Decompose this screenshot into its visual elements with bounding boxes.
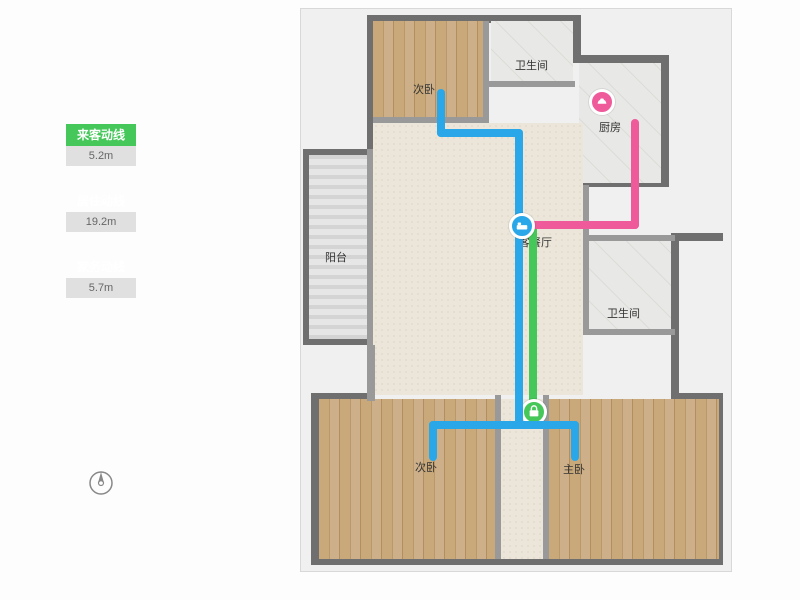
wall [671,233,679,401]
living-node-icon [509,213,535,239]
floor-plan: 次卧 卫生间 厨房 客餐厅 阳台 卫生间 次卧 主卧 [300,8,732,572]
wall [311,393,319,565]
wall [583,185,589,237]
legend-item-guest: 来客动线 5.2m [66,124,136,166]
legend-item-living: 居住动线 19.2m [66,190,136,232]
wall [495,395,501,559]
flow-living [515,129,523,429]
legend-value: 5.2m [66,146,136,166]
room-label: 厨房 [599,119,621,135]
legend-label: 居住动线 [66,190,136,212]
flow-living [429,421,437,461]
room-balcony [309,155,367,339]
room-label: 卫生间 [607,305,640,321]
room-label: 主卧 [563,461,585,477]
room-label: 次卧 [415,459,437,475]
room-label: 阳台 [325,249,347,265]
legend-label: 家务动线 [66,256,136,278]
chores-node-icon [589,89,615,115]
wall [373,117,489,123]
legend-value: 19.2m [66,212,136,232]
wall [483,21,489,117]
legend-item-chores: 家务动线 5.7m [66,256,136,298]
wall [583,235,675,241]
flow-chores [631,119,639,229]
wall [583,235,589,335]
legend-label: 来客动线 [66,124,136,146]
room-label: 次卧 [413,81,435,97]
flow-living [515,421,579,429]
flow-living [437,129,523,137]
compass-icon [88,470,114,496]
flow-chores [529,221,639,229]
wall [367,345,375,401]
room-bedroom-nw [373,21,483,117]
flow-living [429,421,523,429]
legend: 来客动线 5.2m 居住动线 19.2m 家务动线 5.7m [66,124,136,322]
wall [489,81,575,87]
wall [573,15,581,63]
room-label: 卫生间 [515,57,548,73]
wall [661,55,669,187]
flow-living [571,421,579,461]
room-living [373,123,583,395]
wall [583,329,675,335]
legend-value: 5.7m [66,278,136,298]
wall [367,149,373,345]
flow-guest [529,225,537,405]
wall [573,55,669,63]
